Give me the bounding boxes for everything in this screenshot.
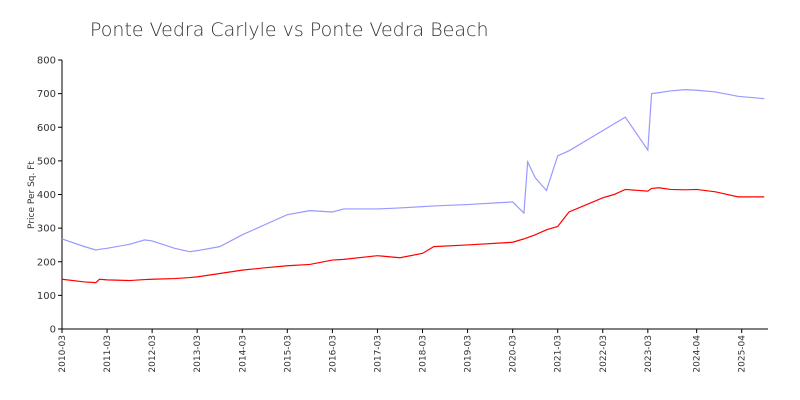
x-tick-label: 2013-03	[193, 335, 203, 373]
x-tick-label: 2012-03	[148, 335, 158, 373]
line	[61, 88, 765, 253]
x-tick-label: 2019-03	[464, 335, 474, 373]
y-tick-label: 0	[50, 325, 56, 336]
y-tick-label: 400	[37, 190, 56, 201]
y-tick-label: 500	[37, 156, 56, 167]
y-tick-label: 200	[37, 257, 56, 268]
y-tick-label: 100	[37, 291, 56, 302]
x-tick-label: 2016-03	[328, 335, 338, 373]
x-tick-label: 2021-03	[554, 335, 564, 373]
line	[61, 187, 765, 284]
y-axis-label: Price Per Sq. Ft	[27, 161, 37, 229]
y-tick-label: 600	[37, 123, 56, 134]
x-tick-label: 2024-04	[693, 335, 703, 373]
y-tick-label: 300	[37, 224, 56, 235]
x-tick-label: 2017-03	[373, 335, 383, 373]
y-tick-label: 700	[37, 89, 56, 100]
x-tick-label: 2014-03	[238, 335, 248, 373]
x-tick-label: 2015-03	[283, 335, 293, 373]
y-tick-label: 800	[37, 56, 56, 67]
chart-title: Ponte Vedra Carlyle vs Ponte Vedra Beach	[90, 19, 488, 41]
x-tick-label: 2020-03	[509, 335, 519, 373]
x-tick-label: 2025-04	[738, 335, 748, 373]
x-tick-label: 2022-03	[599, 335, 609, 373]
x-tick-label: 2011-03	[103, 335, 113, 373]
x-tick-label: 2018-03	[419, 335, 429, 373]
x-tick-label: 2023-03	[644, 335, 654, 373]
x-tick-label: 2010-03	[58, 335, 68, 373]
